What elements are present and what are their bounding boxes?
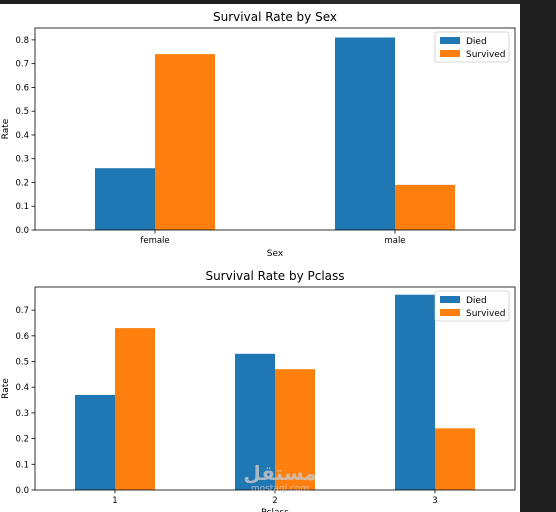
chart2-title: Survival Rate by Pclass	[205, 269, 344, 283]
chart2-ytick-label-0.1: 0.1	[15, 460, 29, 470]
chart1-ytick-label-0.0: 0.0	[15, 226, 29, 236]
chart1-ytick-label-0.8: 0.8	[15, 36, 29, 46]
chart2-bar-died-3	[395, 294, 435, 490]
chart1-ytick-label-0.1: 0.1	[15, 202, 29, 212]
chart1-ylabel: Rate	[1, 118, 11, 139]
chart2-bar-survived-1	[115, 328, 155, 490]
chart1-title: Survival Rate by Sex	[213, 10, 337, 24]
chart1-bar-died-female	[95, 168, 155, 230]
chart2-xtick-label-1: 1	[112, 496, 117, 506]
chart2-legend-label-died: Died	[466, 296, 487, 306]
chart2-ytick-label-0.6: 0.6	[15, 332, 29, 342]
chart2-legend-swatch-died	[440, 296, 460, 303]
chart2-ytick-label-0.0: 0.0	[15, 486, 29, 496]
chart2-ytick-label-0.2: 0.2	[15, 435, 29, 445]
chart1-legend-swatch-died	[440, 37, 460, 44]
watermark: مستقل mostaql.com	[235, 462, 325, 494]
chart2-bar-survived-3	[435, 428, 475, 490]
chart2-bar-survived-2	[275, 369, 315, 490]
chart1-bar-survived-female	[155, 54, 215, 231]
chart2-ylabel: Rate	[1, 378, 11, 399]
chart1-ytick-label-0.7: 0.7	[15, 60, 29, 70]
chart2-legend-swatch-survived	[440, 309, 460, 316]
chart2-legend-label-survived: Survived	[466, 309, 506, 319]
chart1-legend-label-survived: Survived	[466, 50, 506, 60]
chart1-bar-survived-male	[395, 184, 455, 230]
chart1-ytick-label-0.2: 0.2	[15, 178, 29, 188]
chart1-legend-label-died: Died	[466, 37, 487, 47]
chart2-ytick-label-0.7: 0.7	[15, 306, 29, 316]
chart1-xlabel: Sex	[267, 249, 284, 259]
chart1-ytick-label-0.5: 0.5	[15, 107, 29, 117]
watermark-site: mostaql.com	[250, 484, 310, 494]
chart2-ytick-label-0.4: 0.4	[15, 383, 29, 393]
chart2-ytick-label-0.3: 0.3	[15, 409, 29, 419]
chart1-bar-died-male	[335, 37, 395, 230]
chart1-ytick-label-0.3: 0.3	[15, 155, 29, 165]
window-top-strip	[320, 0, 520, 4]
chart1-legend-swatch-survived	[440, 50, 460, 57]
chart1-xtick-label-female: female	[140, 236, 169, 246]
chart2-bar-died-2	[235, 353, 275, 490]
chart1-xtick-label-male: male	[384, 236, 405, 246]
chart1-ytick-label-0.6: 0.6	[15, 83, 29, 93]
chart2-bar-died-1	[75, 394, 115, 490]
chart2-xlabel: Pclass	[261, 508, 289, 512]
chart2-xtick-label-2: 2	[272, 496, 277, 506]
chart2-xtick-label-3: 3	[432, 496, 437, 506]
chart1-ytick-label-0.4: 0.4	[15, 131, 29, 141]
watermark-logo: مستقل	[243, 461, 317, 485]
chart2-axes-frame	[34, 286, 516, 491]
chart1-axes-frame	[34, 27, 516, 231]
chart2-ytick-label-0.5: 0.5	[15, 358, 29, 368]
